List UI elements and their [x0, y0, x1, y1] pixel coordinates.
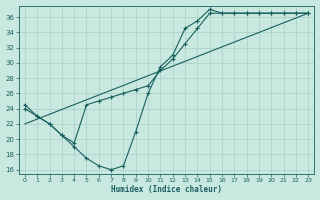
X-axis label: Humidex (Indice chaleur): Humidex (Indice chaleur): [111, 185, 222, 194]
